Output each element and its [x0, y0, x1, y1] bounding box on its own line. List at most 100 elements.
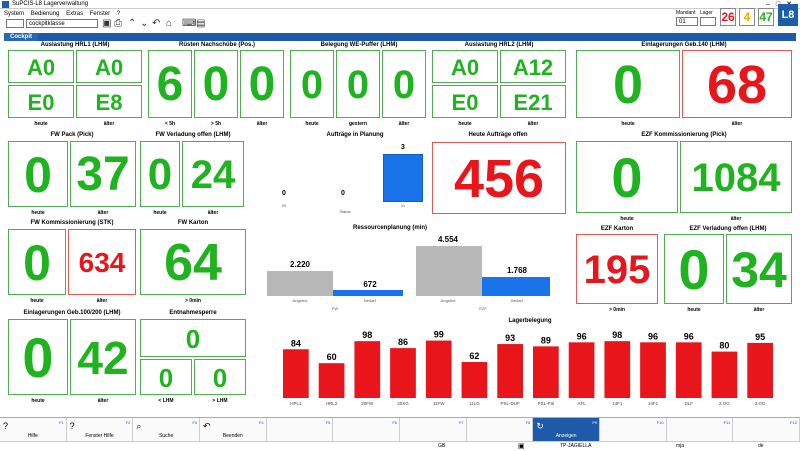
fkey-f12[interactable]: F12 — [733, 418, 800, 442]
we-label-heute: heute — [305, 121, 319, 127]
l8-logo: L8 — [778, 4, 798, 26]
ressourcen-fw-bedarf-bar[interactable] — [333, 290, 403, 296]
entnahme-tile-gt[interactable]: 0 — [194, 359, 246, 395]
back-icon[interactable]: ↶ — [152, 18, 161, 29]
menu-bedienung[interactable]: Bedienung — [30, 11, 60, 17]
down-icon[interactable]: ⌄ — [140, 18, 149, 29]
hrl1-tile-a0[interactable]: A0 — [8, 50, 74, 83]
geb140-tile-heute[interactable]: 0 — [576, 50, 680, 118]
auftraege-bar-status-11[interactable] — [383, 154, 423, 202]
we-tile-heute[interactable]: 0 — [290, 50, 334, 118]
ezfverl-tile-heute[interactable]: 0 — [664, 234, 724, 304]
home-icon[interactable]: ⌂ — [166, 18, 173, 29]
hrl1-tile-a0-old[interactable]: A0 — [76, 50, 142, 83]
fwpack-tile-heute[interactable]: 0 — [8, 141, 68, 207]
lager-bar-3[interactable] — [390, 348, 416, 398]
lager-bar-12[interactable] — [711, 351, 738, 398]
hrl2-tile-e21[interactable]: E21 — [500, 85, 566, 118]
lager-field[interactable] — [700, 17, 716, 26]
program-field[interactable] — [6, 19, 24, 28]
fkey-f3[interactable]: F3 ⌕ Suche — [133, 418, 200, 442]
print-icon[interactable]: ⎙ — [114, 18, 122, 29]
lager-bar-5[interactable] — [461, 362, 488, 398]
lager-bar-4[interactable] — [425, 340, 452, 398]
mandant-field[interactable]: 01 — [676, 17, 698, 26]
ezfkarton-tile[interactable]: 195 — [576, 234, 658, 304]
menu-help[interactable]: ? — [116, 11, 121, 17]
ressourcen-fw-angebot-bar[interactable] — [267, 271, 333, 296]
lager-bar-11[interactable] — [675, 342, 702, 398]
fwverl-tile-aelter[interactable]: 24 — [182, 141, 244, 207]
fwkomm-tile-heute[interactable]: 0 — [8, 229, 66, 295]
counter-red: 26 — [720, 8, 736, 26]
tab-cockpit[interactable]: Cockpit — [4, 33, 39, 41]
lager-bar-13[interactable] — [747, 342, 773, 398]
geb140-tile-aelter[interactable]: 68 — [682, 50, 792, 118]
chart-icon[interactable]: ▤ — [196, 18, 206, 29]
ezfkomm-tile-heute[interactable]: 0 — [576, 141, 678, 213]
lager-bar-10[interactable] — [640, 342, 666, 398]
ressourcen-ezf-angebot-bar[interactable] — [416, 246, 482, 296]
menu-bar: System Bedienung Extras Fenster ? — [0, 9, 800, 19]
fkey-f7[interactable]: F7 — [400, 418, 467, 442]
keyboard-icon[interactable]: ⌨ — [182, 18, 197, 29]
lager-bar-7[interactable] — [533, 346, 559, 398]
lager-bar-9[interactable] — [604, 341, 631, 398]
lager-bar-0[interactable] — [283, 349, 309, 398]
fkey-f5[interactable]: F5 — [267, 418, 334, 442]
fkey-f8[interactable]: F8 — [467, 418, 534, 442]
fkey-f9[interactable]: F9 ↻ Anzeigen — [533, 418, 600, 442]
ezfverl-tile-aelter[interactable]: 34 — [726, 234, 792, 304]
heute-tile[interactable]: 456 — [432, 142, 566, 214]
fkey-f4[interactable]: F4 ↶ Beenden — [200, 418, 267, 442]
lager-bar-2[interactable] — [354, 341, 381, 398]
lager-bar-8[interactable] — [568, 342, 595, 398]
lager-bar-value: 95 — [755, 332, 765, 342]
lager-bar-category: DLF — [684, 401, 693, 406]
hrl2-tile-a12[interactable]: A12 — [500, 50, 566, 83]
we-tile-aelter[interactable]: 0 — [382, 50, 426, 118]
menu-fenster[interactable]: Fenster — [89, 11, 111, 17]
ezfverl-title: EZF Verladung offen (LHM) — [689, 226, 767, 232]
fwkarton-tile[interactable]: 64 — [140, 229, 246, 295]
ruesten-tile-gt5h[interactable]: 0 — [194, 50, 238, 118]
save-icon[interactable]: ▣ — [102, 18, 112, 29]
geb100-tile-aelter[interactable]: 42 — [70, 319, 136, 395]
fkey-f1[interactable]: F1? Hilfe — [0, 418, 67, 442]
up-icon[interactable]: ⌃ — [128, 18, 137, 29]
fkey-f6[interactable]: F6 — [333, 418, 400, 442]
hrl2-tile-e0[interactable]: E0 — [432, 85, 498, 118]
ezfverl-label-aelter: älter — [753, 307, 765, 313]
hrl1-tile-e0[interactable]: E0 — [8, 85, 74, 118]
fwkomm-tile-aelter[interactable]: 634 — [68, 229, 136, 295]
fkey-f2[interactable]: F2? Fenster Hilfe — [67, 418, 134, 442]
entnahme-tile-lt[interactable]: 0 — [140, 359, 192, 395]
counter-orange: 4 — [739, 8, 755, 26]
lager-bar-category: 3.OG — [755, 401, 766, 406]
ruesten-tile-aelter[interactable]: 0 — [240, 50, 284, 118]
fwverl-tile-heute[interactable]: 0 — [140, 141, 180, 207]
lager-label: Lager — [700, 10, 713, 16]
fkey-f10[interactable]: F10 — [600, 418, 667, 442]
fkey-f11[interactable]: F11 — [667, 418, 734, 442]
we-tile-gestern[interactable]: 0 — [336, 50, 380, 118]
lager-bar-1[interactable] — [318, 363, 345, 398]
lager-bar-6[interactable] — [497, 344, 523, 398]
hrl2-tile-a0[interactable]: A0 — [432, 50, 498, 83]
ezfkomm-tile-aelter[interactable]: 1084 — [680, 141, 792, 213]
menu-system[interactable]: System — [4, 11, 25, 17]
menu-extras[interactable]: Extras — [66, 11, 84, 17]
fkey-number: F8 — [525, 420, 531, 425]
ruesten-tile-lt5h[interactable]: 6 — [148, 50, 192, 118]
status-monitor-icon: ▣ — [518, 443, 525, 450]
fwpack-tile-aelter[interactable]: 37 — [70, 141, 136, 207]
ressourcen-ezf-bedarf-bar[interactable] — [482, 277, 550, 296]
geb140-label-aelter: älter — [731, 121, 743, 127]
function-key-bar: F1? Hilfe F2? Fenster Hilfe F3 ⌕ Suche F4 ↶ Beend… — [0, 417, 800, 442]
help-icon: ? — [3, 421, 9, 431]
fkey-number: F4 — [258, 420, 264, 425]
hrl1-tile-e8[interactable]: E8 — [76, 85, 142, 118]
entnahme-tile-top[interactable]: 0 — [140, 319, 246, 357]
geb100-tile-heute[interactable]: 0 — [8, 319, 68, 395]
program-search-input[interactable]: cockpitklasse — [26, 19, 98, 28]
